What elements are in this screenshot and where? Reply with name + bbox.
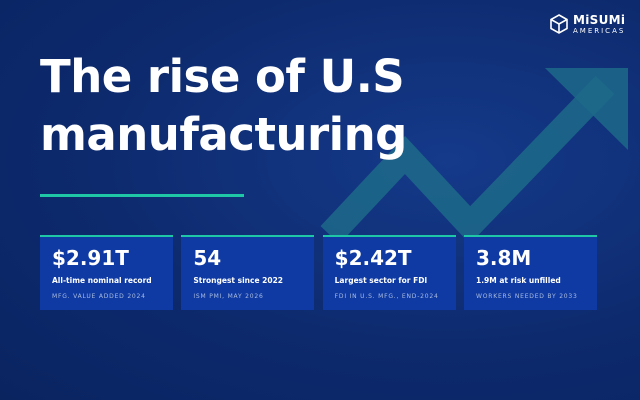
stat-value: 3.8M (475, 246, 532, 270)
stat-source: WORKERS NEEDED BY 2033 (475, 293, 578, 300)
stat-description: Largest sector for FDI (334, 276, 428, 285)
stat-description: Strongest since 2022 (193, 276, 284, 285)
stat-card-value-added: $2.91T All-time nominal record MFG. VALU… (40, 235, 173, 310)
stat-cards: $2.91T All-time nominal record MFG. VALU… (40, 235, 597, 310)
stat-value: $2.91T (52, 246, 129, 270)
logo-subtitle: AMERICAS (573, 26, 626, 35)
stat-value: 54 (193, 246, 222, 270)
stat-value: $2.42T (334, 246, 412, 270)
title-line-1: The rise of U.S (40, 50, 405, 103)
logo-name: MiSUMi (573, 12, 626, 27)
page-title: The rise of U.S manufacturing (40, 48, 500, 164)
stat-source: MFG. VALUE ADDED 2024 (52, 293, 146, 300)
stat-card-pmi: 54 Strongest since 2022 ISM PMI, MAY 202… (181, 235, 315, 310)
title-line-2: manufacturing (40, 108, 407, 161)
brand-logo: MiSUMi AMERICAS (549, 10, 629, 38)
title-underline (40, 194, 244, 197)
cube-logo-icon (550, 14, 568, 34)
stat-source: FDI IN U.S. MFG., END-2024 (334, 293, 439, 300)
stat-description: 1.9M at risk unfilled (475, 276, 561, 285)
stat-card-workers: 3.8M 1.9M at risk unfilled WORKERS NEEDE… (463, 235, 597, 310)
stat-card-fdi: $2.42T Largest sector for FDI FDI IN U.S… (322, 235, 456, 310)
stat-description: All-time nominal record (52, 276, 152, 285)
stat-source: ISM PMI, MAY 2026 (193, 293, 264, 300)
